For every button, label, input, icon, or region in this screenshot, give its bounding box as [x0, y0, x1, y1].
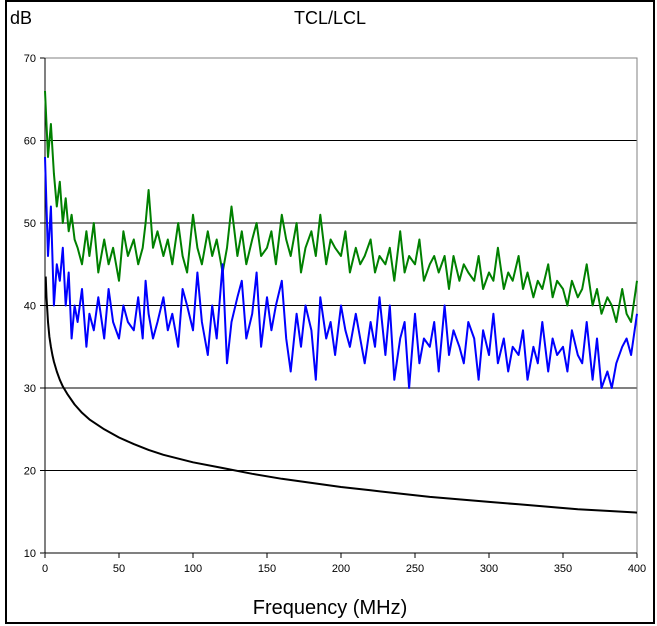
series-line-0 [44, 90, 638, 323]
y-tick-label-50: 50 [24, 218, 36, 230]
x-tick-label-300: 300 [480, 563, 498, 575]
x-tick-label-350: 350 [554, 563, 572, 575]
x-tick-label-150: 150 [258, 563, 276, 575]
y-tick-label-10: 10 [24, 548, 36, 560]
x-tick-label-200: 200 [332, 563, 350, 575]
y-tick-label-70: 70 [24, 53, 36, 65]
x-tick-label-250: 250 [406, 563, 424, 575]
plot-area: 10 20 30 40 50 60 70 0 50 100 150 200 250 300 350 400 [24, 53, 646, 575]
x-tick-label-100: 100 [184, 563, 202, 575]
series-line-1 [44, 156, 638, 389]
y-tick-label-60: 60 [24, 136, 36, 148]
x-tick-label-50: 50 [113, 563, 125, 575]
y-tick-label-20: 20 [24, 466, 36, 478]
x-axis-label: Frequency (MHz) [253, 597, 407, 619]
y-tick-label-40: 40 [24, 301, 36, 313]
x-tick-label-0: 0 [42, 563, 48, 575]
series-line-2 [44, 276, 638, 514]
x-tick-label-400: 400 [628, 563, 646, 575]
y-axis-label: dB [10, 8, 32, 28]
chart-title: TCL/LCL [294, 8, 366, 28]
y-tick-label-30: 30 [24, 383, 36, 395]
